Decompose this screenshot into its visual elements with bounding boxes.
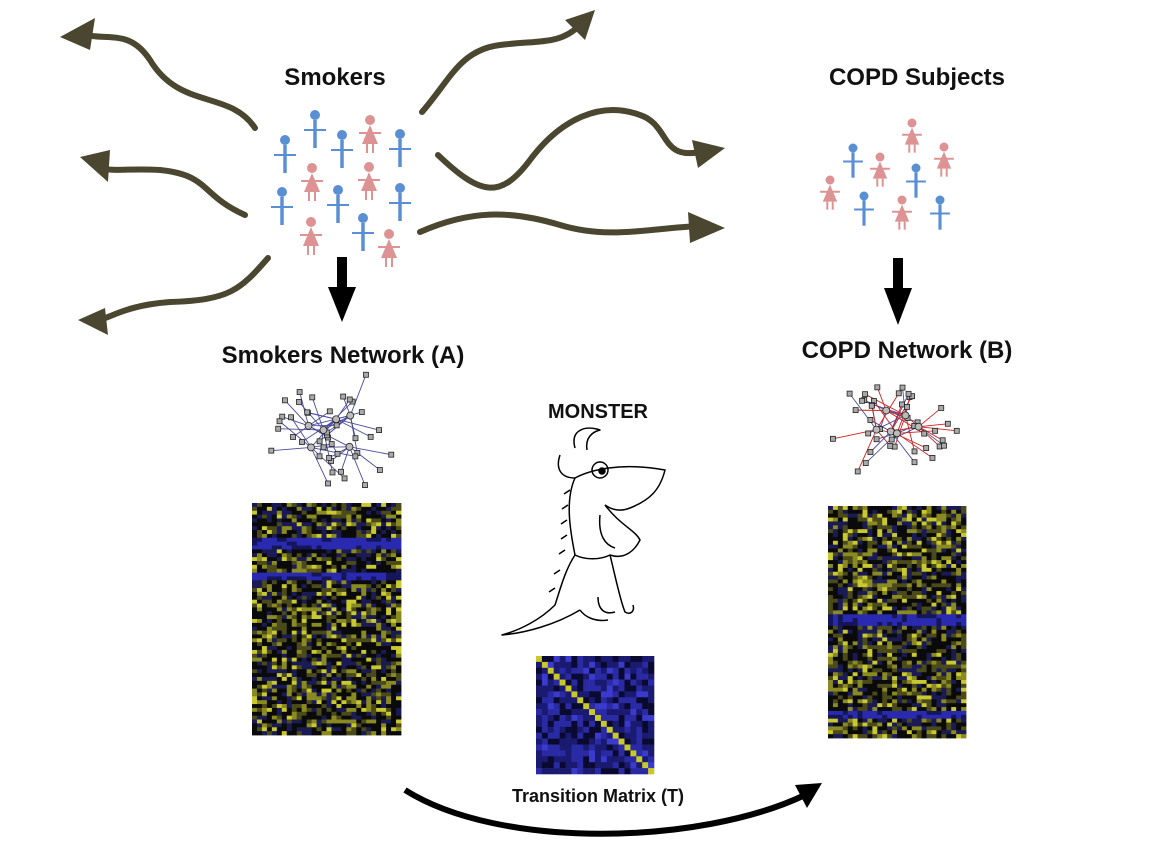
wavy-arrow-heads [60,10,725,335]
wavy-arrow-top-right [419,22,583,115]
male-person-icon [843,143,863,178]
male-person-icon [274,135,296,173]
male-person-icon [331,130,353,168]
female-person-icon [934,142,954,177]
copd-subjects-group [820,118,954,230]
male-person-icon [352,213,374,251]
male-person-icon [854,191,874,226]
wavy-arrow-bottom-right [417,211,703,236]
down-arrow-right [884,258,912,325]
male-person-icon [930,195,950,230]
smokers-label: Smokers [284,64,386,91]
female-person-icon [300,217,322,255]
down-arrow-left [328,257,356,322]
smokers-network-label: Smokers Network (A) [221,342,465,369]
female-person-icon [820,175,840,210]
female-person-icon [358,162,380,200]
male-person-icon [327,185,349,223]
female-person-icon [359,115,381,153]
male-person-icon [389,129,411,167]
wavy-arrow-top-left [82,32,258,131]
male-person-icon [271,187,293,225]
smokers-heatmap [252,503,402,736]
female-person-icon [892,195,912,230]
copd-network-label: COPD Network (B) [801,337,1013,364]
wavy-arrows [82,22,703,323]
female-person-icon [378,229,400,267]
female-person-icon [301,163,323,201]
smokers-group [271,110,411,267]
male-person-icon [389,183,411,221]
female-person-icon [902,118,922,153]
copd-heatmap [828,506,967,739]
transition-matrix-heatmap [536,656,655,775]
wavy-arrow-mid-left [97,165,248,218]
transition-matrix-label: Transition Matrix (T) [511,786,685,806]
female-person-icon [870,152,890,187]
copd-subjects-label: COPD Subjects [828,64,1006,91]
wavy-arrow-bottom-left [97,255,271,323]
copd-network-graph-icon [830,384,960,475]
transition-curve-arrowhead [795,783,822,808]
male-person-icon [304,110,326,148]
transition-curve-arrow [403,787,807,837]
male-person-icon [906,163,926,198]
smokers-network-graph-icon [268,371,395,489]
monster-illustration [501,427,666,636]
monster-label: MONSTER [548,401,648,423]
wavy-arrow-mid-right [435,107,703,191]
